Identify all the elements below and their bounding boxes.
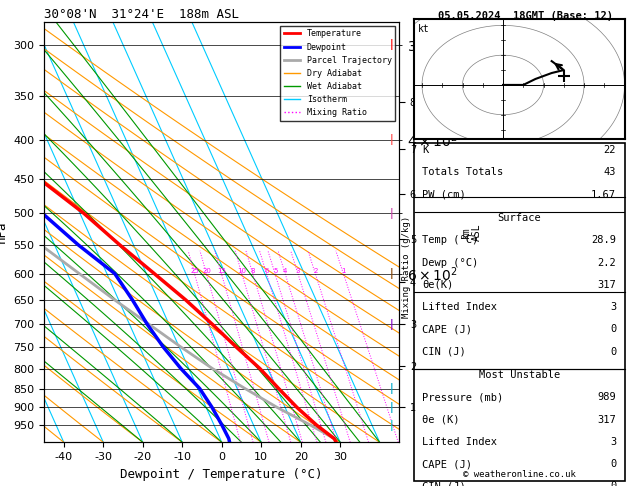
Text: θe (K): θe (K) [422, 415, 460, 425]
Text: 10: 10 [238, 268, 247, 274]
Text: 0: 0 [610, 347, 616, 357]
Text: PW (cm): PW (cm) [422, 190, 466, 200]
Text: 1.67: 1.67 [591, 190, 616, 200]
Text: 4: 4 [283, 268, 287, 274]
Text: CIN (J): CIN (J) [422, 347, 466, 357]
Text: 6: 6 [264, 268, 269, 274]
Text: Temp (°C): Temp (°C) [422, 235, 479, 245]
Text: |: | [389, 134, 393, 145]
Text: 15: 15 [217, 268, 226, 274]
Text: CAPE (J): CAPE (J) [422, 459, 472, 469]
Y-axis label: hPa: hPa [0, 221, 8, 243]
Text: 8: 8 [251, 268, 255, 274]
Text: |: | [389, 319, 393, 330]
Text: Lifted Index: Lifted Index [422, 302, 498, 312]
Text: CAPE (J): CAPE (J) [422, 325, 472, 334]
Text: 0: 0 [610, 482, 616, 486]
Text: 989: 989 [598, 392, 616, 402]
Text: θe(K): θe(K) [422, 280, 454, 290]
Text: 0: 0 [610, 325, 616, 334]
Text: 28.9: 28.9 [591, 235, 616, 245]
Text: 25: 25 [191, 268, 199, 274]
Text: Dewp (°C): Dewp (°C) [422, 258, 479, 267]
Text: Mixing Ratio (g/kg): Mixing Ratio (g/kg) [403, 216, 411, 318]
Text: Pressure (mb): Pressure (mb) [422, 392, 504, 402]
Y-axis label: km
ASL: km ASL [460, 223, 482, 241]
Text: 5: 5 [273, 268, 277, 274]
X-axis label: Dewpoint / Temperature (°C): Dewpoint / Temperature (°C) [121, 468, 323, 481]
Text: 3: 3 [610, 302, 616, 312]
Text: 20: 20 [202, 268, 211, 274]
Text: |: | [389, 208, 393, 219]
Text: 43: 43 [604, 167, 616, 177]
Text: Lifted Index: Lifted Index [422, 437, 498, 447]
Text: Surface: Surface [498, 213, 541, 223]
Text: 3: 3 [610, 437, 616, 447]
Text: Totals Totals: Totals Totals [422, 167, 504, 177]
Text: kt: kt [418, 24, 430, 34]
Text: |: | [389, 39, 393, 50]
Text: |: | [389, 402, 393, 413]
Text: 317: 317 [598, 280, 616, 290]
Text: 2.2: 2.2 [598, 258, 616, 267]
Legend: Temperature, Dewpoint, Parcel Trajectory, Dry Adiabat, Wet Adiabat, Isotherm, Mi: Temperature, Dewpoint, Parcel Trajectory… [281, 26, 395, 121]
Text: |: | [389, 420, 393, 431]
Text: |: | [389, 383, 393, 394]
Text: 2: 2 [313, 268, 318, 274]
Text: © weatheronline.co.uk: © weatheronline.co.uk [463, 470, 576, 480]
Text: 317: 317 [598, 415, 616, 425]
Text: 0: 0 [610, 459, 616, 469]
Text: CIN (J): CIN (J) [422, 482, 466, 486]
Text: 1: 1 [342, 268, 346, 274]
Text: K: K [422, 145, 428, 155]
Text: 30°08'N  31°24'E  188m ASL: 30°08'N 31°24'E 188m ASL [44, 8, 239, 21]
Text: |: | [389, 268, 393, 279]
Text: 22: 22 [604, 145, 616, 155]
Text: Most Unstable: Most Unstable [479, 370, 560, 380]
Text: 3: 3 [296, 268, 301, 274]
Text: 05.05.2024  18GMT (Base: 12): 05.05.2024 18GMT (Base: 12) [438, 11, 613, 21]
